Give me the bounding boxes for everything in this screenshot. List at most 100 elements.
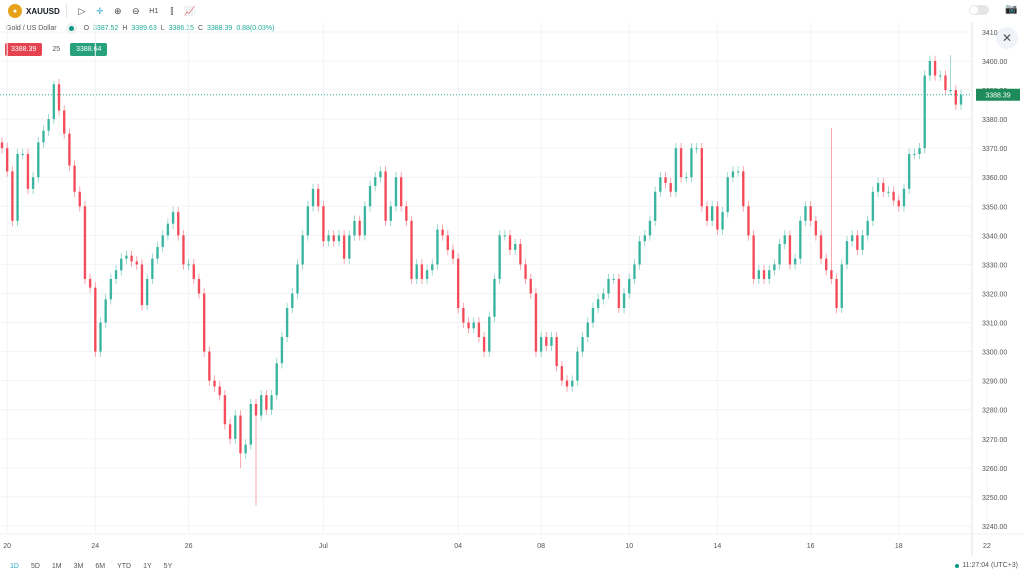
price-tick-label: 3370.00 <box>982 146 1007 153</box>
clock-time: 11:27:04 (UTC+3) <box>962 562 1018 569</box>
candles-icon[interactable]: ⫿ <box>170 5 174 16</box>
candle-body <box>871 191 875 221</box>
price-tick-label: 3240.00 <box>982 524 1007 531</box>
candle-body <box>902 188 906 207</box>
price-tick-label: 3380.00 <box>982 117 1007 124</box>
candle-body <box>876 183 880 192</box>
range-ytd[interactable]: YTD <box>117 562 132 570</box>
candle-body <box>742 171 745 207</box>
candle-body <box>659 177 662 192</box>
instrument-name: Gold / US Dollar <box>6 25 57 32</box>
candle-body <box>57 84 61 111</box>
candle-body <box>120 258 123 271</box>
candle-body <box>576 351 579 381</box>
camera-icon[interactable]: 📷 <box>1005 4 1018 15</box>
price-tick-label: 3340.00 <box>982 233 1007 240</box>
candle-body <box>270 395 273 410</box>
time-tick-label: 16 <box>807 543 815 550</box>
candle-body <box>866 220 869 236</box>
range-3m[interactable]: 3M <box>73 562 84 570</box>
candle-body <box>519 244 522 265</box>
sell-button[interactable]: 3388.39 <box>5 43 43 56</box>
candle-body <box>37 142 40 178</box>
candle-body <box>498 235 501 279</box>
candle-body <box>669 183 672 192</box>
candle-body <box>348 235 351 259</box>
candle-body <box>104 299 107 323</box>
status-dot-icon <box>955 563 960 568</box>
candle-body <box>342 235 346 259</box>
candle-body <box>213 380 216 387</box>
candle-body <box>913 153 916 155</box>
candle-body <box>42 130 45 143</box>
buy-button[interactable]: 3388.64 <box>70 43 108 56</box>
candle-body <box>850 235 854 242</box>
range-1d[interactable]: 1D <box>10 562 19 570</box>
candle-body <box>534 293 538 352</box>
candle-body <box>47 119 50 131</box>
range-1y[interactable]: 1Y <box>143 562 152 570</box>
candle-body <box>218 386 221 396</box>
range-1m[interactable]: 1M <box>51 562 62 570</box>
candle-body <box>368 185 372 207</box>
candle-body <box>545 337 548 346</box>
candle-body <box>265 395 268 410</box>
zoom-out-icon[interactable]: ⊖ <box>132 5 140 16</box>
candle-body <box>944 75 947 91</box>
candle-body <box>187 264 190 266</box>
indicators-icon[interactable]: 📈 <box>184 5 196 16</box>
candle-body <box>845 241 849 265</box>
price-tick-label: 3400.00 <box>982 59 1007 66</box>
candle-body <box>700 148 704 207</box>
candle-body <box>783 235 786 245</box>
candle-body <box>456 258 460 309</box>
candle-body <box>436 229 439 265</box>
close-label: C <box>197 25 203 32</box>
symbol-label: XAUUSD <box>26 6 60 16</box>
candle-body <box>296 264 299 294</box>
candle-body <box>431 264 434 271</box>
candle-body <box>710 206 714 221</box>
theme-toggle[interactable] <box>969 5 989 15</box>
candle-body <box>171 212 175 224</box>
candle-body <box>705 206 709 221</box>
candle-body <box>882 183 885 192</box>
candle-body <box>99 322 102 352</box>
cursor-icon[interactable]: ▷ <box>78 5 86 16</box>
price-tick-label: 3330.00 <box>982 262 1007 269</box>
time-tick-label: 24 <box>91 543 99 550</box>
candle-body <box>73 165 76 192</box>
candle-body <box>488 316 491 352</box>
crosshair-icon[interactable]: ✛ <box>96 5 104 16</box>
candle-body <box>799 220 802 259</box>
close-icon[interactable]: ✕ <box>996 27 1018 49</box>
candle-body <box>830 270 833 279</box>
trade-buttons: 3388.39 25 3388.64 <box>5 43 108 56</box>
zoom-in-icon[interactable]: ⊕ <box>114 5 122 16</box>
symbol-selector[interactable]: ● XAUUSD <box>8 4 60 18</box>
candle-body <box>472 322 475 329</box>
price-tick-label: 3280.00 <box>982 408 1007 415</box>
candle-body <box>244 444 247 454</box>
candle-body <box>228 424 232 439</box>
interval-button[interactable]: H1 <box>149 7 159 15</box>
range-6m[interactable]: 6M <box>95 562 106 570</box>
candle-body <box>643 235 646 242</box>
candle-body <box>182 235 185 265</box>
candle-body <box>16 153 19 221</box>
price-tick-label: 3270.00 <box>982 437 1007 444</box>
candle-body <box>374 177 377 186</box>
candle-body <box>31 177 35 189</box>
price-chart[interactable]: 34103400.003390.003380.003370.003360.003… <box>0 22 1024 556</box>
candle-body <box>425 270 429 279</box>
candle-body <box>405 206 408 221</box>
time-tick-label: 18 <box>895 543 903 550</box>
range-5y[interactable]: 5Y <box>163 562 173 570</box>
candle-body <box>664 177 667 184</box>
time-tick-label: 14 <box>713 543 721 550</box>
candle-body <box>467 322 470 329</box>
candle-body <box>197 278 201 294</box>
price-tick-label: 3250.00 <box>982 495 1007 502</box>
candle-body <box>897 200 900 207</box>
range-5d[interactable]: 5D <box>30 562 40 570</box>
